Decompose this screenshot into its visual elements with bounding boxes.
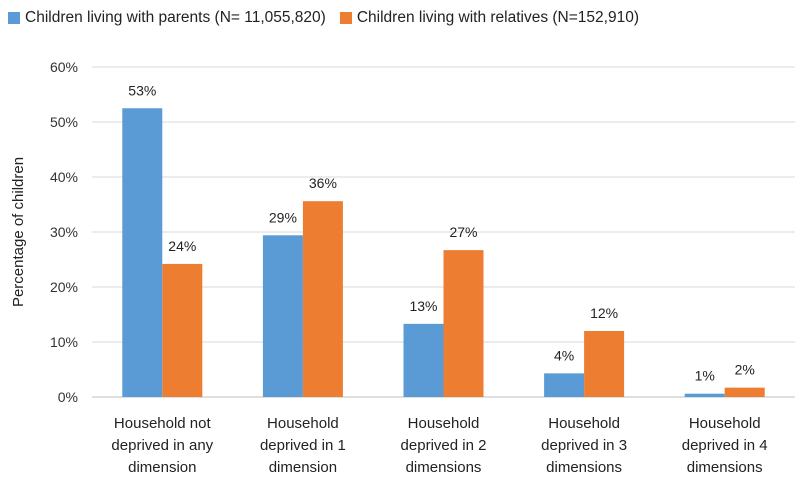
x-tick-label: deprived in 4	[682, 437, 768, 454]
data-label-relatives: 27%	[449, 224, 477, 240]
legend-item-relatives: Children living with relatives (N=152,91…	[339, 9, 639, 27]
data-label-parents: 29%	[269, 209, 297, 225]
y-tick-label: 50%	[50, 114, 78, 130]
x-tick-label: Household	[267, 415, 339, 432]
y-tick-label: 10%	[50, 334, 78, 350]
data-label-parents: 53%	[128, 82, 156, 98]
x-tick-label: Household	[689, 415, 761, 432]
x-tick-label: dimension	[128, 459, 196, 476]
x-tick-label: deprived in 1	[260, 437, 346, 454]
x-tick-label: dimensions	[546, 459, 622, 476]
legend-label-relatives: Children living with relatives (N=152,91…	[356, 9, 639, 26]
x-tick-label: Household not	[114, 415, 212, 432]
bar-parents	[684, 393, 725, 397]
bar-parents	[262, 235, 303, 397]
x-tick-label: dimensions	[406, 459, 482, 476]
data-label-relatives: 36%	[309, 175, 337, 191]
data-label-parents: 4%	[554, 347, 574, 363]
x-tick-label: dimension	[269, 459, 337, 476]
y-axis-label: Percentage of children	[10, 157, 27, 307]
legend-swatch-parents	[8, 12, 20, 24]
x-tick-label: Household	[548, 415, 620, 432]
data-label-parents: 1%	[695, 368, 715, 384]
bar-relatives	[302, 201, 343, 397]
bar-parents	[122, 108, 163, 397]
bar-relatives	[584, 331, 625, 397]
chart-legend: Children living with parents (N= 11,055,…	[8, 6, 653, 30]
x-tick-label: deprived in any	[111, 437, 213, 454]
bar-relatives	[724, 387, 765, 397]
data-label-relatives: 12%	[590, 305, 618, 321]
x-axis-ticks: Household not deprived in any dimension Hou…	[111, 415, 767, 476]
data-label-relatives: 24%	[168, 238, 196, 254]
y-axis-ticks: 0% 10% 20% 30% 40% 50% 60%	[50, 59, 78, 405]
x-tick-label: dimensions	[687, 459, 763, 476]
x-tick-label: Household	[408, 415, 480, 432]
y-tick-label: 30%	[50, 224, 78, 240]
y-tick-label: 20%	[50, 279, 78, 295]
legend-item-parents: Children living with parents (N= 11,055,…	[8, 9, 326, 27]
bar-parents	[403, 323, 444, 397]
legend-label-parents: Children living with parents (N= 11,055,…	[25, 9, 326, 26]
data-label-relatives: 2%	[735, 362, 755, 378]
bar-parents	[544, 373, 585, 397]
y-tick-label: 0%	[58, 389, 78, 405]
gridlines	[92, 66, 795, 398]
x-tick-label: deprived in 3	[541, 437, 627, 454]
bar-relatives	[162, 263, 203, 397]
x-tick-label: deprived in 2	[401, 437, 487, 454]
legend-swatch-relatives	[339, 12, 352, 24]
y-tick-label: 60%	[50, 59, 78, 75]
data-label-parents: 13%	[409, 298, 437, 314]
data-labels: 53% 24% 29% 36% 13% 27% 4% 12% 1% 2%	[128, 82, 755, 383]
bar-relatives	[443, 250, 484, 397]
bars	[122, 108, 765, 397]
y-tick-label: 40%	[50, 169, 78, 185]
